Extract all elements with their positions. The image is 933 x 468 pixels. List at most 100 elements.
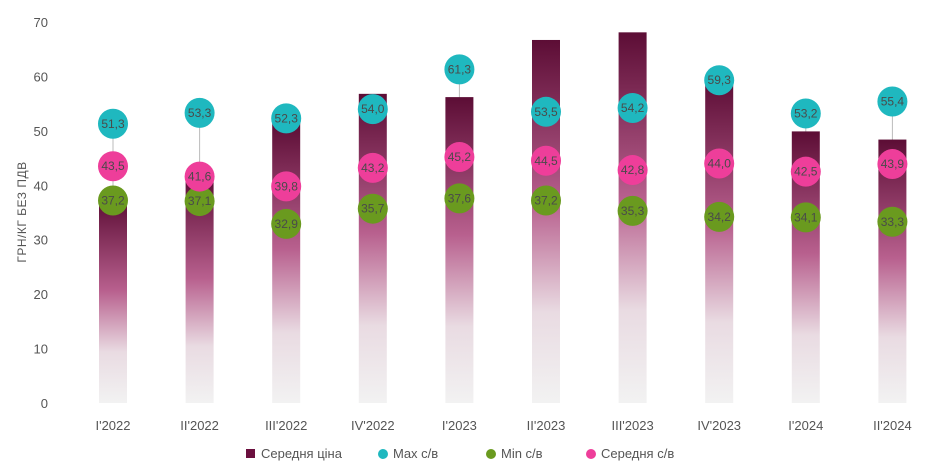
y-tick-label: 50 xyxy=(34,124,48,139)
marker-point xyxy=(704,201,735,232)
data-label: 55,4 xyxy=(881,94,905,108)
marker-point xyxy=(877,149,908,180)
legend-label: Середня с/в xyxy=(601,446,674,461)
marker-point xyxy=(271,171,302,202)
x-tick-label: ІV'2023 xyxy=(697,418,741,433)
marker-point xyxy=(790,98,821,129)
bar-average-price xyxy=(878,139,907,403)
marker-point xyxy=(271,103,302,134)
x-tick-label: ІІІ'2023 xyxy=(611,418,653,433)
marker-point xyxy=(357,193,388,224)
data-label: 54,2 xyxy=(621,101,645,115)
data-label: 32,9 xyxy=(275,217,299,231)
data-label: 34,2 xyxy=(708,210,732,224)
y-tick-label: 0 xyxy=(41,396,48,411)
y-axis: 0 10 20 30 40 50 60 70 xyxy=(34,15,48,411)
x-axis: І'2022 ІІ'2022 ІІІ'2022 ІV'2022 І'2023 ІІ'202… xyxy=(95,418,911,433)
marker-point xyxy=(531,96,561,127)
y-axis-label: ГРН/КГ БЕЗ ПДВ xyxy=(15,161,29,262)
y-tick-label: 70 xyxy=(34,15,48,30)
data-label: 61,3 xyxy=(448,62,472,76)
data-label: 54,0 xyxy=(361,102,385,116)
bar-average-price xyxy=(99,198,127,403)
marker-point xyxy=(271,208,302,239)
x-tick-label: ІІІ'2022 xyxy=(265,418,307,433)
legend: Середня ціна Max с/в Min с/в Середня с/в xyxy=(246,446,674,461)
data-label: 43,2 xyxy=(361,161,385,175)
marker-point xyxy=(184,161,215,192)
data-label: 59,3 xyxy=(708,73,732,87)
bar-average-price xyxy=(272,122,301,403)
marker-point xyxy=(877,206,908,237)
y-tick-label: 20 xyxy=(34,287,48,302)
marker-point xyxy=(531,145,561,176)
marker-point xyxy=(704,148,735,179)
data-label: 44,5 xyxy=(534,154,558,168)
marker-point xyxy=(617,195,648,226)
y-tick-label: 30 xyxy=(34,233,48,248)
marker-point xyxy=(790,202,821,233)
marker-point xyxy=(704,65,735,96)
x-tick-label: ІV'2022 xyxy=(351,418,395,433)
y-tick-label: 10 xyxy=(34,342,48,357)
data-label: 41,6 xyxy=(188,170,212,184)
y-tick-label: 40 xyxy=(34,178,48,193)
data-label: 53,5 xyxy=(534,105,558,119)
data-label: 39,8 xyxy=(275,179,299,193)
marker-point xyxy=(444,54,475,85)
bar-average-price xyxy=(705,80,734,403)
legend-swatch xyxy=(586,449,596,459)
data-label: 37,2 xyxy=(534,194,558,208)
markers: 51,3 53,3 52,3 54,0 61,3 53,5 54,2 59,3 53,2 55,4… xyxy=(98,54,908,239)
legend-swatch xyxy=(378,449,388,459)
bar-average-price xyxy=(358,93,387,404)
marker-point xyxy=(790,156,821,187)
data-label: 42,8 xyxy=(621,163,645,177)
marker-point xyxy=(184,186,215,217)
x-tick-label: ІІ'2022 xyxy=(180,418,219,433)
data-label: 34,1 xyxy=(794,210,818,224)
marker-connectors xyxy=(112,69,893,224)
x-tick-label: І'2024 xyxy=(788,418,823,433)
marker-point xyxy=(531,185,561,216)
data-label: 43,5 xyxy=(101,159,125,173)
data-label: 52,3 xyxy=(275,111,299,125)
marker-point xyxy=(357,94,388,125)
legend-label: Середня ціна xyxy=(261,446,343,461)
marker-point xyxy=(98,151,128,182)
legend-swatch xyxy=(246,449,255,458)
data-label: 35,3 xyxy=(621,204,645,218)
data-label: 53,2 xyxy=(794,106,818,120)
data-label: 45,2 xyxy=(448,150,472,164)
data-label: 44,0 xyxy=(708,157,732,171)
marker-point xyxy=(877,86,908,117)
marker-point xyxy=(617,155,648,186)
legend-label: Min с/в xyxy=(501,446,543,461)
data-label: 37,6 xyxy=(448,191,472,205)
marker-point xyxy=(444,141,475,172)
data-label: 37,2 xyxy=(101,194,125,208)
legend-swatch xyxy=(486,449,496,459)
y-tick-label: 60 xyxy=(34,69,48,84)
marker-point xyxy=(444,183,475,214)
x-tick-label: І'2023 xyxy=(442,418,477,433)
x-tick-label: ІІ'2024 xyxy=(873,418,912,433)
data-label: 42,5 xyxy=(794,165,818,179)
data-label: 33,3 xyxy=(881,215,905,229)
data-label: 53,3 xyxy=(188,106,212,120)
legend-label: Max с/в xyxy=(393,446,438,461)
marker-point xyxy=(617,92,648,123)
x-tick-label: І'2022 xyxy=(95,418,130,433)
data-label: 35,7 xyxy=(361,202,385,216)
marker-point xyxy=(98,108,128,139)
data-label: 37,1 xyxy=(188,194,212,208)
data-label: 43,9 xyxy=(881,157,905,171)
bars xyxy=(99,32,907,404)
x-tick-label: ІІ'2023 xyxy=(527,418,566,433)
marker-point xyxy=(184,97,215,128)
marker-point xyxy=(357,152,388,183)
data-label: 51,3 xyxy=(101,117,125,131)
marker-point xyxy=(98,185,128,216)
bar-average-price xyxy=(532,39,560,404)
